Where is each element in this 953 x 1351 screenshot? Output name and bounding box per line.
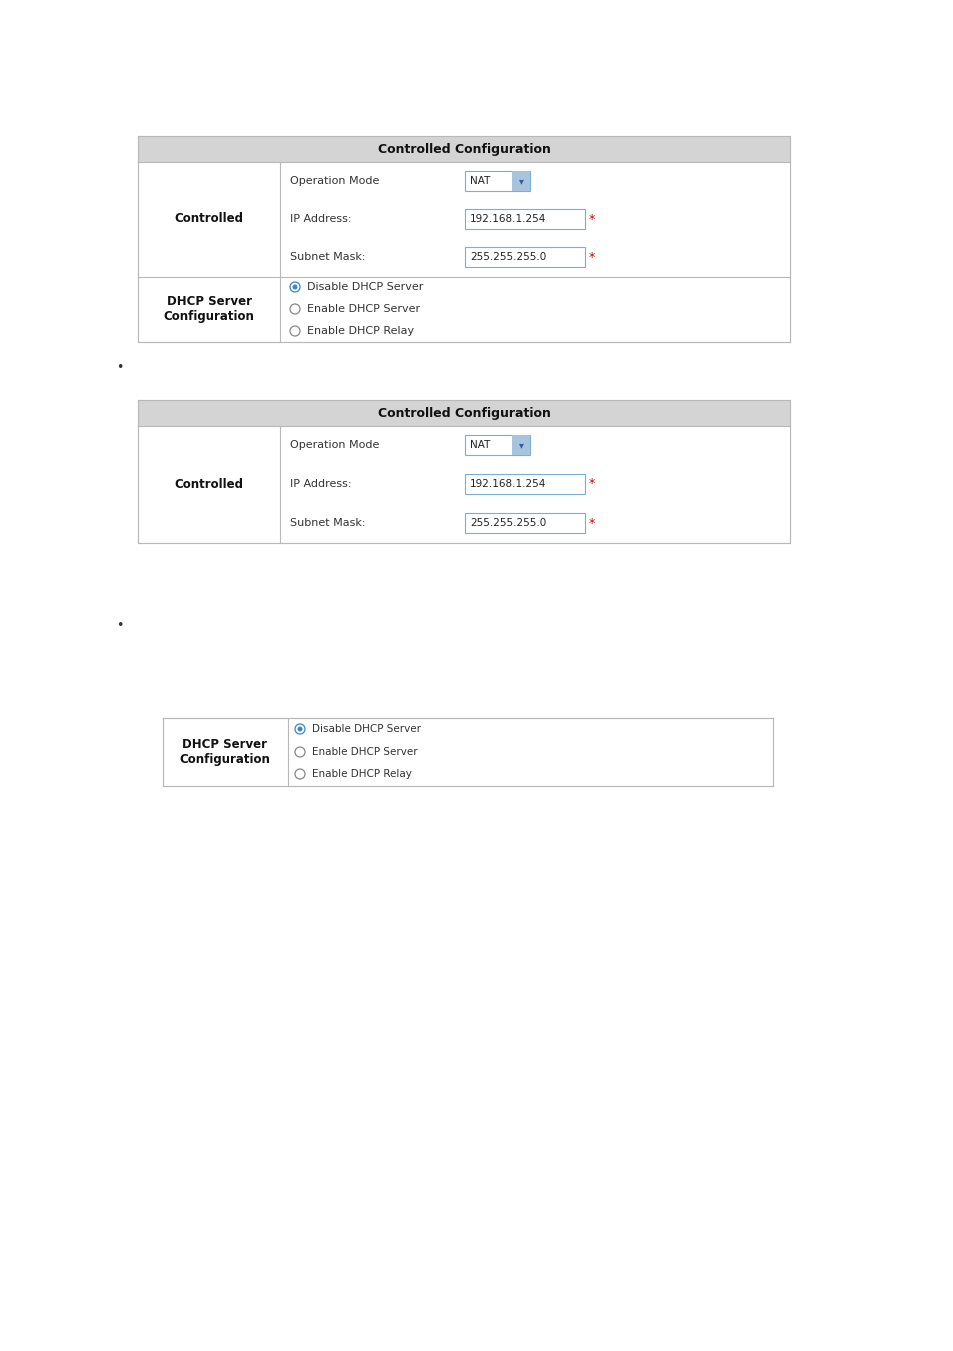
Text: NAT: NAT <box>470 440 490 450</box>
Text: IP Address:: IP Address: <box>290 213 351 224</box>
Bar <box>464 513 584 534</box>
Text: 192.168.1.254: 192.168.1.254 <box>470 480 546 489</box>
Text: *: * <box>588 212 595 226</box>
Text: Controlled Configuration: Controlled Configuration <box>377 407 550 420</box>
Text: ▾: ▾ <box>518 176 523 186</box>
Text: Enable DHCP Relay: Enable DHCP Relay <box>312 769 412 780</box>
Bar <box>464 172 530 190</box>
Text: IP Address:: IP Address: <box>290 480 351 489</box>
Text: *: * <box>588 250 595 263</box>
Text: Enable DHCP Relay: Enable DHCP Relay <box>307 326 414 336</box>
Text: NAT: NAT <box>470 176 490 186</box>
Ellipse shape <box>294 747 305 757</box>
Text: 255.255.255.0: 255.255.255.0 <box>470 253 546 262</box>
Bar <box>464 474 584 494</box>
Text: *: * <box>588 477 595 490</box>
Text: •: • <box>116 619 124 631</box>
Ellipse shape <box>294 769 305 780</box>
Bar <box>163 717 772 786</box>
Text: Disable DHCP Server: Disable DHCP Server <box>307 282 423 292</box>
Ellipse shape <box>290 304 299 313</box>
Bar <box>138 136 789 162</box>
Text: 255.255.255.0: 255.255.255.0 <box>470 517 546 528</box>
Text: Enable DHCP Server: Enable DHCP Server <box>312 747 417 757</box>
Ellipse shape <box>290 326 299 336</box>
Text: DHCP Server
Configuration: DHCP Server Configuration <box>163 295 254 323</box>
Text: *: * <box>588 516 595 530</box>
Text: ▾: ▾ <box>518 440 523 450</box>
Bar <box>464 209 584 230</box>
Text: •: • <box>116 362 124 374</box>
Ellipse shape <box>297 727 302 731</box>
Text: 192.168.1.254: 192.168.1.254 <box>470 213 546 224</box>
Text: Controlled Configuration: Controlled Configuration <box>377 142 550 155</box>
Bar <box>138 400 789 426</box>
Bar <box>464 435 530 455</box>
Ellipse shape <box>290 282 299 292</box>
Text: Disable DHCP Server: Disable DHCP Server <box>312 724 420 734</box>
Bar <box>512 435 530 455</box>
Bar <box>138 400 789 543</box>
Ellipse shape <box>294 724 305 734</box>
Text: Subnet Mask:: Subnet Mask: <box>290 253 365 262</box>
Bar <box>512 172 530 190</box>
Bar <box>464 247 584 267</box>
Text: Controlled: Controlled <box>174 477 243 490</box>
Text: Operation Mode: Operation Mode <box>290 440 379 450</box>
Text: Operation Mode: Operation Mode <box>290 176 379 186</box>
Ellipse shape <box>293 285 297 289</box>
Text: Subnet Mask:: Subnet Mask: <box>290 517 365 528</box>
Text: Controlled: Controlled <box>174 212 243 226</box>
Text: DHCP Server
Configuration: DHCP Server Configuration <box>179 738 270 766</box>
Bar <box>138 136 789 342</box>
Text: Enable DHCP Server: Enable DHCP Server <box>307 304 419 313</box>
